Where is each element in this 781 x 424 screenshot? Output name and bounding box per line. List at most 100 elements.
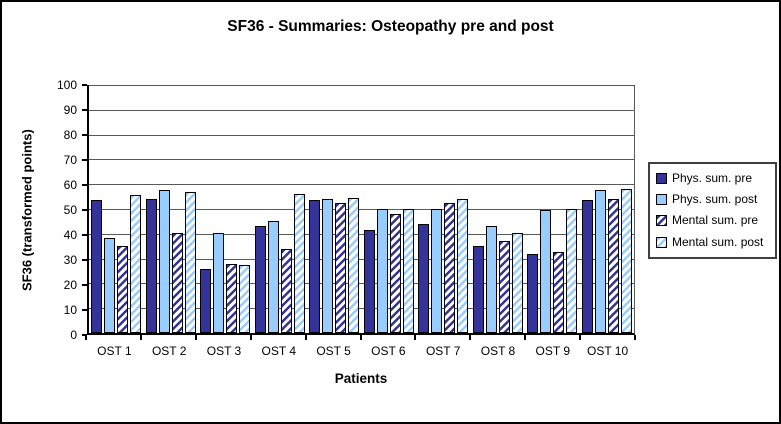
- legend-item-label: Phys. sum. pre: [672, 171, 753, 185]
- legend-swatch-solid-light: [656, 194, 667, 206]
- y-tick-mark: [82, 284, 87, 286]
- x-tick-label: OST 8: [480, 344, 516, 358]
- gridline: [89, 258, 634, 260]
- bar-group: [471, 85, 526, 333]
- bar-groups: [89, 85, 634, 333]
- bar: [363, 230, 375, 333]
- legend-item: Mental sum. post: [656, 234, 769, 249]
- gridline: [89, 134, 634, 136]
- y-tick-label: 10: [63, 303, 77, 317]
- x-tick-label: OST 5: [316, 344, 351, 358]
- gridline: [89, 159, 634, 161]
- bar: [130, 195, 142, 333]
- y-tick-label: 20: [63, 278, 77, 292]
- legend-item-label: Mental sum. post: [672, 234, 764, 249]
- bar: [444, 202, 456, 333]
- x-tick-mark: [414, 335, 417, 340]
- x-tick-mark: [469, 335, 472, 340]
- x-tick-label: OST 6: [371, 344, 406, 358]
- y-tick-label: 0: [70, 328, 77, 342]
- gridline: [89, 308, 634, 310]
- bar-group: [144, 85, 199, 333]
- gridline: [89, 85, 634, 86]
- y-tick-label: 80: [63, 128, 77, 142]
- bar: [527, 253, 539, 333]
- legend-item: Mental sum. pre: [656, 214, 769, 227]
- bar: [431, 209, 443, 333]
- bar-group: [580, 85, 635, 333]
- y-tick-label: 30: [63, 253, 77, 267]
- y-tick-label: 100: [56, 78, 77, 92]
- y-tick-mark: [82, 234, 87, 236]
- x-axis-labels: OST 1 OST 2 OST 3 OST 4 OST 5 OST 6 OST 7 OST 8…: [87, 344, 635, 358]
- gridline: [89, 283, 634, 285]
- y-tick-mark: [82, 159, 87, 161]
- x-tick-label: OST 4: [261, 344, 297, 358]
- y-tick-label: 70: [63, 153, 77, 167]
- x-tick-label: OST 10: [587, 344, 629, 358]
- bar-group: [362, 85, 417, 333]
- bar: [239, 264, 251, 333]
- bar: [566, 209, 578, 333]
- bar: [581, 200, 593, 333]
- x-tick-mark: [579, 335, 582, 340]
- gridline: [89, 233, 634, 235]
- legend-item-label: Mental sum. pre: [672, 213, 759, 228]
- legend: Phys. sum. pre Phys. sum. post Mental sum.…: [648, 162, 777, 259]
- bar: [91, 200, 103, 333]
- bar: [402, 209, 414, 333]
- x-tick-mark: [359, 335, 362, 340]
- bar-group: [89, 85, 144, 333]
- y-tick-mark: [82, 109, 87, 111]
- legend-item: Phys. sum. pre: [656, 171, 769, 185]
- y-tick-mark: [82, 184, 87, 186]
- y-tick-mark: [82, 259, 87, 261]
- bar: [511, 232, 523, 333]
- x-tick-mark: [634, 335, 636, 340]
- y-axis-title: SF36 (transformed points): [19, 129, 35, 291]
- legend-swatch-hatch-dark: [656, 215, 667, 227]
- y-tick-mark: [82, 309, 87, 311]
- bar: [267, 221, 279, 333]
- legend-item: Phys. sum. post: [656, 192, 769, 206]
- bar: [293, 194, 305, 333]
- x-tick-mark: [249, 335, 252, 340]
- gridline: [89, 184, 634, 186]
- gridline: [89, 109, 634, 111]
- plot-area: [87, 85, 635, 335]
- x-tick-label: OST 2: [151, 344, 187, 358]
- bar: [280, 248, 292, 333]
- bar: [485, 226, 497, 333]
- bar: [254, 226, 266, 333]
- bar: [607, 199, 619, 333]
- x-tick-label: OST 3: [206, 344, 242, 358]
- bar-group: [525, 85, 580, 333]
- bar: [200, 268, 212, 333]
- y-axis-ticks: 0 10 20 30 40 50 60 70 80 90 100: [47, 79, 87, 341]
- legend-swatch-hatch-light: [656, 236, 667, 248]
- bar-group: [253, 85, 308, 333]
- x-tick-label: OST 7: [425, 344, 461, 358]
- bar: [553, 252, 565, 333]
- bar: [498, 241, 510, 333]
- bar: [389, 213, 401, 333]
- bar: [540, 210, 552, 333]
- chart-title: SF36 - Summaries: Osteopathy pre and pos…: [227, 18, 554, 35]
- bar: [594, 190, 606, 333]
- bar: [158, 190, 170, 333]
- y-tick-mark: [82, 209, 87, 211]
- y-tick-label: 50: [63, 203, 77, 217]
- x-tick-mark: [194, 335, 197, 340]
- x-tick-mark: [524, 335, 527, 340]
- bar: [348, 197, 360, 333]
- x-tick-mark: [139, 335, 142, 340]
- x-tick-mark: [85, 335, 87, 340]
- bar: [376, 209, 388, 333]
- bar-group: [307, 85, 362, 333]
- bar: [620, 189, 632, 333]
- x-axis-tickmarks: [85, 335, 636, 340]
- bar: [335, 202, 347, 333]
- y-tick-label: 90: [63, 103, 77, 117]
- x-tick-label: OST 9: [535, 344, 570, 358]
